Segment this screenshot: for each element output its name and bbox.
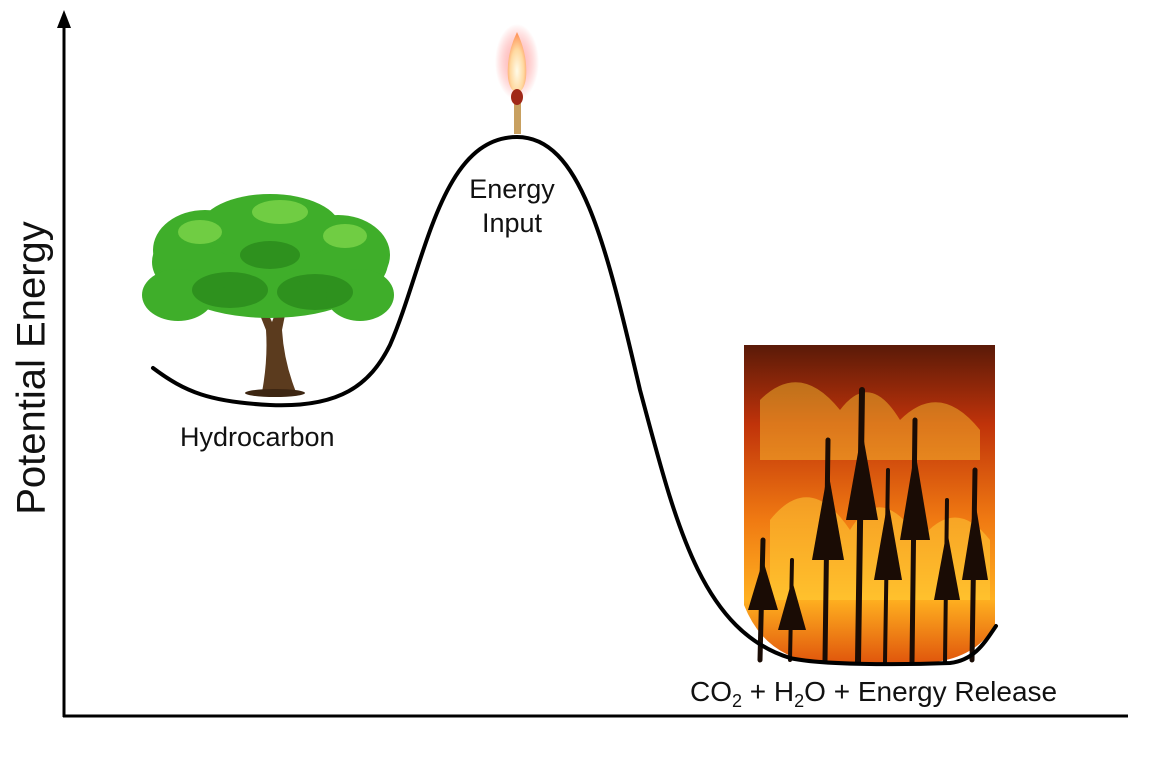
products-label: CO2 + H2O + Energy Release (690, 676, 1058, 711)
products-plus-h: + H (742, 676, 795, 707)
energy-curve (151, 134, 998, 667)
forest-fire-icon (744, 345, 995, 665)
products-rest: O + Energy Release (804, 676, 1058, 707)
activation-label-line2: Input (481, 208, 543, 238)
y-axis-arrow (57, 10, 71, 28)
activation-energy-label: Energy Input (469, 172, 555, 240)
tree-icon (142, 194, 394, 397)
products-co: CO (690, 676, 732, 707)
activation-label-line1: Energy (469, 174, 555, 204)
axes (57, 10, 1128, 718)
y-axis-label: Potential Energy (9, 221, 54, 515)
reactant-label: Hydrocarbon (180, 422, 335, 452)
products-sub-h2o: 2 (794, 691, 805, 711)
lit-match-icon (495, 24, 539, 134)
products-sub-co2: 2 (732, 691, 743, 711)
